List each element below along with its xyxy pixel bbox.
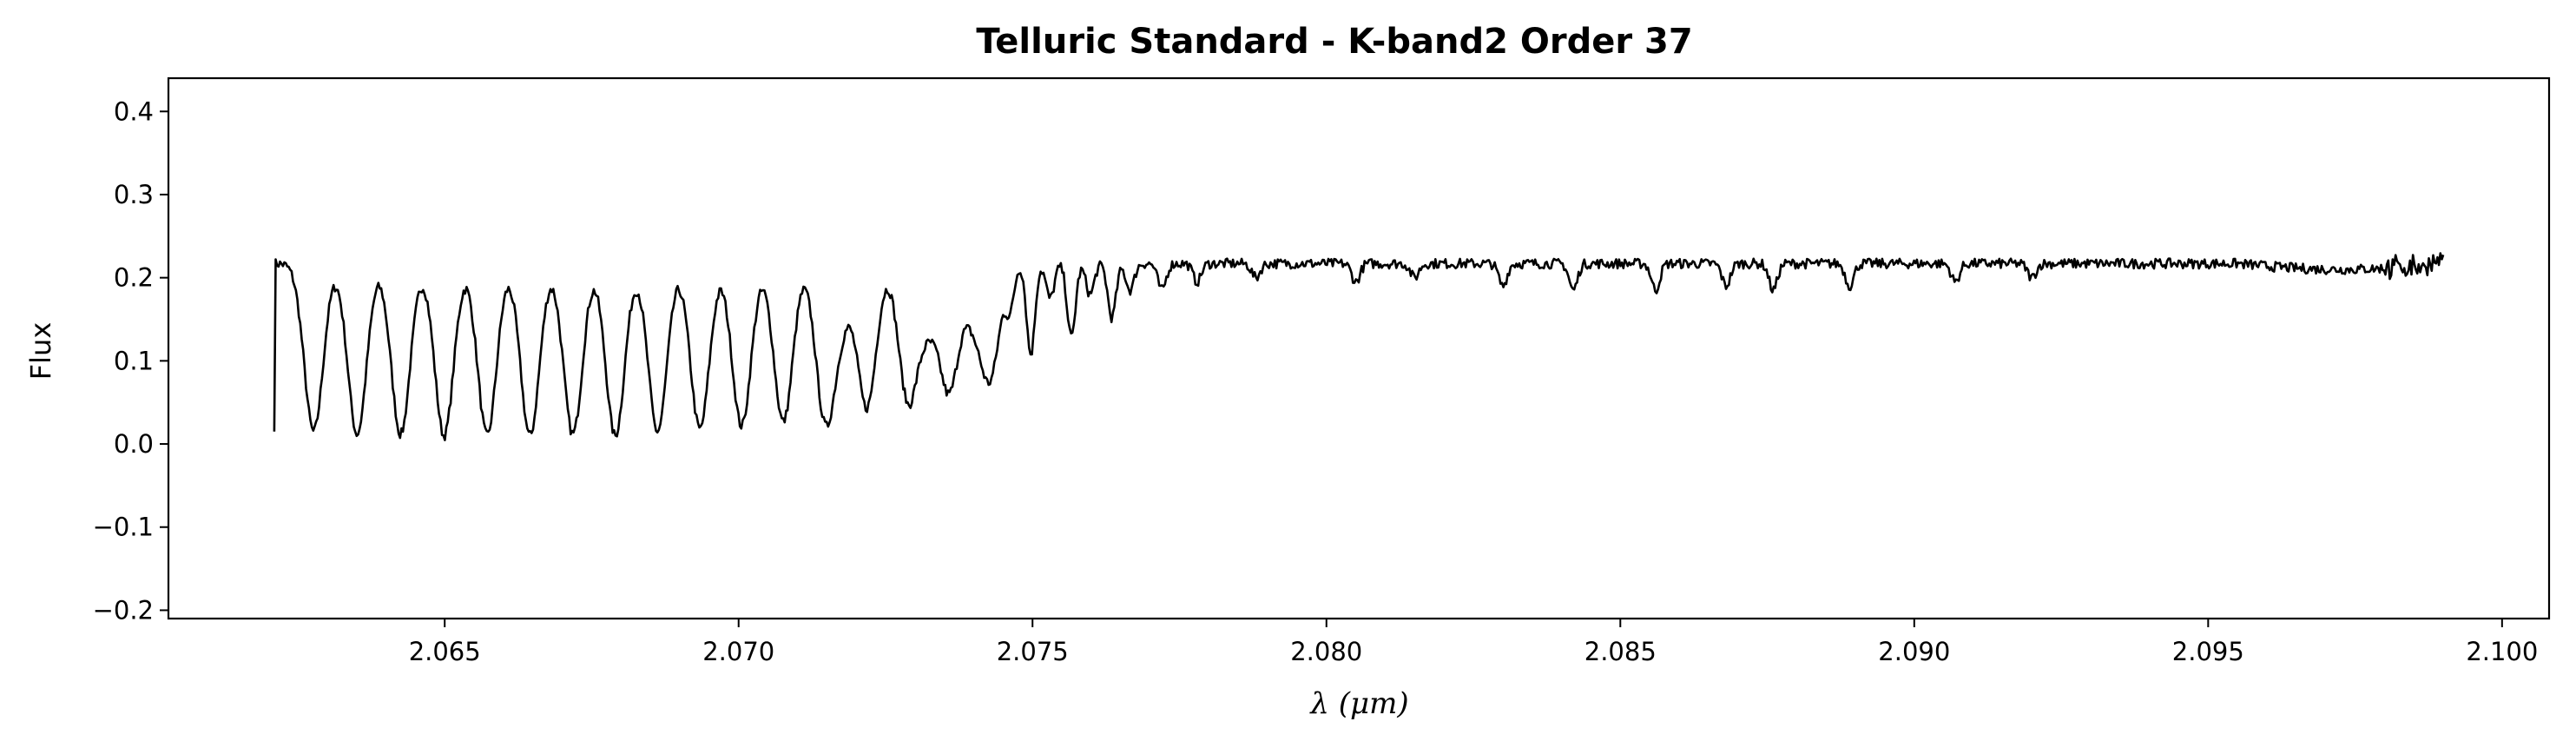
y-axis-label: Flux (24, 322, 57, 381)
y-tick-label: −0.2 (93, 595, 154, 625)
x-axis: 2.065 2.070 2.075 2.080 2.085 2.090 2.095 2.100 (409, 619, 2538, 666)
x-tick-label: 2.075 (997, 637, 1069, 666)
flux-series-line (273, 252, 2445, 441)
x-tick-label: 2.065 (409, 637, 481, 666)
chart-title: Telluric Standard - K-band2 Order 37 (976, 22, 1692, 62)
x-axis-label: λ (μm) (1308, 686, 1408, 721)
y-tick-label: 0.1 (114, 346, 154, 375)
y-axis: −0.2 −0.1 0.0 0.1 0.2 0.3 0.4 (93, 96, 168, 625)
x-tick-label: 2.085 (1584, 637, 1657, 666)
x-tick-label: 2.095 (2172, 637, 2244, 666)
y-tick-label: 0.2 (114, 263, 154, 293)
plot-frame (167, 76, 2551, 620)
x-tick-label: 2.100 (2466, 637, 2538, 666)
y-tick-label: 0.0 (114, 429, 154, 459)
x-tick-label: 2.070 (702, 637, 774, 666)
y-tick-label: −0.1 (93, 513, 154, 542)
y-tick-label: 0.4 (114, 96, 154, 126)
x-tick-label: 2.090 (1878, 637, 1950, 666)
x-tick-label: 2.080 (1290, 637, 1362, 666)
y-tick-label: 0.3 (114, 180, 154, 209)
